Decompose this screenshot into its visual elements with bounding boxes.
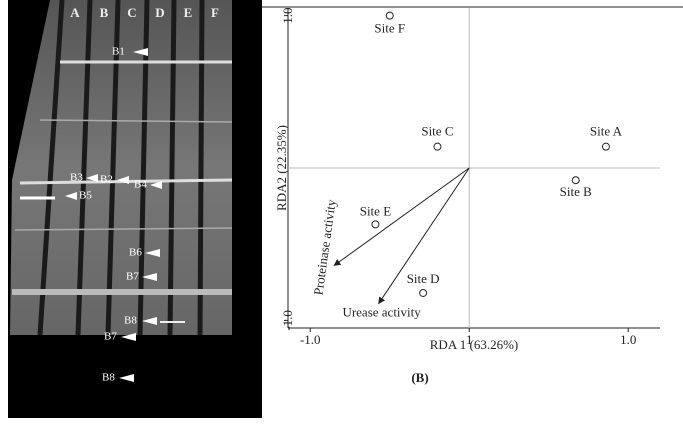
band-label: B2 [100, 174, 113, 186]
site-point [371, 220, 380, 229]
y-tick-label: 1.0 [280, 7, 295, 23]
site-point [385, 11, 394, 20]
site-label: Site A [590, 124, 623, 139]
lane-label: F [211, 5, 219, 20]
x-tick-label: -1.0 [300, 332, 321, 347]
site-label: Site F [374, 21, 405, 36]
x-tick-label: 1.0 [620, 332, 636, 347]
lane-gaps [37, 0, 205, 336]
site-point [601, 142, 610, 151]
lane-label: D [155, 5, 164, 20]
band-label: B7 [126, 271, 139, 283]
band-label: B7 [104, 331, 117, 343]
gel-panel: A B C D E F B1 B3 B2 B4 B5 B6 B7 B8 B7 B… [8, 0, 262, 418]
site-label: Site B [560, 184, 592, 199]
site-point [433, 142, 442, 151]
x-axis-label: RDA 1 (63.26%) [430, 337, 518, 352]
band-arrows [65, 48, 162, 382]
vector-label: Proteinase activity [310, 198, 338, 296]
band-label: B3 [70, 172, 83, 184]
band-label: B6 [129, 247, 142, 259]
panel-label: (B) [411, 370, 428, 385]
site-point [571, 176, 580, 185]
band-label: B4 [134, 179, 147, 191]
vector-arrow [378, 167, 470, 305]
x-tick-label: 1 [466, 332, 473, 347]
y-tick-label: -1.0 [280, 310, 295, 331]
lane-label: B [100, 5, 109, 20]
band-label: B1 [112, 46, 125, 58]
lane-label: E [184, 5, 193, 20]
lane-label: A [70, 5, 80, 20]
vector-label: Urease activity [342, 305, 421, 320]
band-label: B8 [102, 372, 115, 384]
lane-label: C [127, 5, 136, 20]
y-axis-label: RDA2 (22.35%) [274, 125, 289, 211]
site-label: Site E [360, 203, 391, 218]
gel-image [10, 0, 232, 335]
site-label: Site D [407, 271, 440, 286]
site-point [419, 288, 428, 297]
band-label: B5 [79, 190, 92, 202]
vector-arrow [333, 167, 470, 266]
site-label: Site C [421, 124, 453, 139]
band-label: B8 [124, 315, 137, 327]
